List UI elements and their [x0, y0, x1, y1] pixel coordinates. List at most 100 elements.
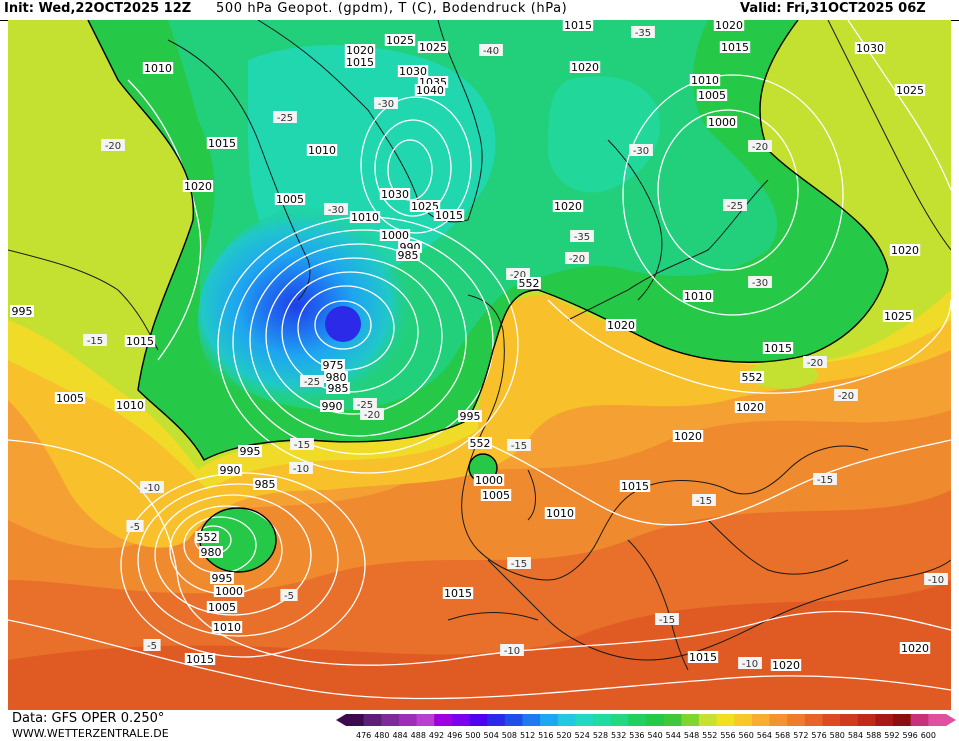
colorbar-tick-label: 600 [921, 731, 936, 740]
isotherm-label-box [507, 557, 531, 569]
isobar-label: 1010 [142, 62, 174, 75]
isobar-label-text: 1010 [213, 621, 241, 634]
isotherm-label: -35 [570, 230, 594, 243]
isotherm-label-text: -20 [364, 410, 380, 421]
isobar-label-box [274, 193, 306, 205]
isobar-label: 1010 [689, 74, 721, 87]
isobar-label-box [124, 335, 156, 347]
geopotential-label: 552 [468, 437, 492, 450]
isobar-label: 1030 [397, 65, 429, 78]
isobar-label: 1020 [182, 180, 214, 193]
geopotential-labels-layer: 552 552 552 552 [195, 277, 764, 544]
isobar-label-box [206, 601, 238, 613]
isobar-label: 1010 [211, 621, 243, 634]
isobar-label: 985 [326, 382, 350, 395]
isobar-label-box [894, 84, 926, 96]
geopotential-label-text: 552 [470, 437, 491, 450]
colorbar-tick-label: 516 [538, 731, 553, 740]
geopotential-label-text: 552 [519, 277, 540, 290]
isobar-label-text: 1040 [416, 84, 444, 97]
isobar-label-box [199, 546, 223, 558]
isobar-label-box [218, 464, 242, 476]
color-legend: 476 480 484 488 492 496 500 504 508 512 516 520 524 5… [336, 714, 956, 740]
isotherm-label: -25 [300, 375, 324, 388]
isobar-label: 1015 [442, 587, 474, 600]
colorbar-swatch [469, 714, 488, 726]
isobar-label: 1020 [713, 20, 745, 32]
isobar-label-box [552, 200, 584, 212]
colorbar-tick-label: 520 [556, 731, 571, 740]
isotherm-label: -10 [738, 657, 762, 670]
isobar-label-box [211, 621, 243, 633]
isobar-label-text: 980 [326, 371, 347, 384]
isobar-label: 1040 [414, 84, 446, 97]
isotherm-label-text: -15 [294, 440, 310, 451]
isobar-label: 1010 [306, 144, 338, 157]
isotherm-label-text: -15 [511, 441, 527, 452]
colorbar-swatch [787, 714, 806, 726]
isotherm-label-box [500, 644, 524, 656]
isobar-label: 1025 [882, 310, 914, 323]
isobar-label: 1015 [184, 653, 216, 666]
isobar-label-text: 1015 [126, 335, 154, 348]
isobar-label-text: 1010 [351, 211, 379, 224]
isotherm-label-text: -20 [807, 358, 823, 369]
colorbar-max-arrow [946, 714, 956, 726]
isobar-label-text: 1025 [896, 84, 924, 97]
isobar-label-text: 990 [220, 464, 241, 477]
colorbar-tick-label: 584 [848, 731, 863, 740]
colorbar-swatch [381, 714, 400, 726]
isobar-label-box [379, 229, 411, 241]
colorbar-tick-label: 528 [593, 731, 608, 740]
isobar-label: 1020 [605, 319, 637, 332]
isobar-label-text: 980 [201, 546, 222, 559]
isobar-label-text: 1000 [215, 585, 243, 598]
website-link[interactable]: WWW.WETTERZENTRALE.DE [12, 727, 169, 740]
colorbar-tick-label: 544 [666, 731, 681, 740]
isobar-label-text: 1030 [399, 65, 427, 78]
isobar-label-text: 1005 [208, 601, 236, 614]
colorbar-swatch [363, 714, 382, 726]
isobar-label-box [142, 62, 174, 74]
isobar-label-box [379, 188, 411, 200]
isobar-label: 1000 [213, 585, 245, 598]
isobar-label-text: 1000 [381, 229, 409, 242]
valid-time: Valid: Fri,31OCT2025 06Z [740, 1, 926, 16]
isotherm-label: -15 [83, 334, 107, 347]
colorbar-tick-label: 488 [411, 731, 426, 740]
isotherm-label: -40 [479, 44, 503, 57]
colorbar-swatch [698, 714, 718, 726]
isotherm-label: -10 [289, 462, 313, 475]
isotherm-label-box [143, 639, 161, 651]
isotherm-label-box [479, 44, 503, 56]
isobar-label-box [213, 585, 245, 597]
isobar-label: 1005 [696, 89, 728, 102]
isotherm-label: -20 [360, 408, 384, 421]
isotherm-label: -30 [374, 97, 398, 110]
isotherm-label-text: -30 [752, 278, 768, 289]
colorbar-tick-label: 588 [866, 731, 881, 740]
isotherm-label-text: -30 [328, 205, 344, 216]
isobar-label-box [324, 371, 348, 383]
isobar-label: 1020 [672, 430, 704, 443]
isobar-label-text: 1025 [884, 310, 912, 323]
isobar-label-box [210, 572, 234, 584]
isobar-label: 1015 [619, 480, 651, 493]
colorbar-swatch [857, 714, 876, 726]
isobar-label: 1000 [473, 474, 505, 487]
isotherm-label: -30 [629, 144, 653, 157]
isobar-label: 990 [218, 464, 242, 477]
colorbar-swatch [504, 714, 523, 726]
isobar-label-text: 1005 [276, 193, 304, 206]
isobar-label: 1025 [417, 41, 449, 54]
isotherm-label-text: -10 [928, 575, 944, 586]
isobar-label-box [344, 44, 376, 56]
isotherm-label: -20 [803, 356, 827, 369]
colorbar-tick-label: 576 [811, 731, 826, 740]
isobar-label-text: 1020 [184, 180, 212, 193]
isobar-label-box [687, 651, 719, 663]
isobar-label: 1020 [569, 61, 601, 74]
isobar-label-text: 1025 [419, 41, 447, 54]
